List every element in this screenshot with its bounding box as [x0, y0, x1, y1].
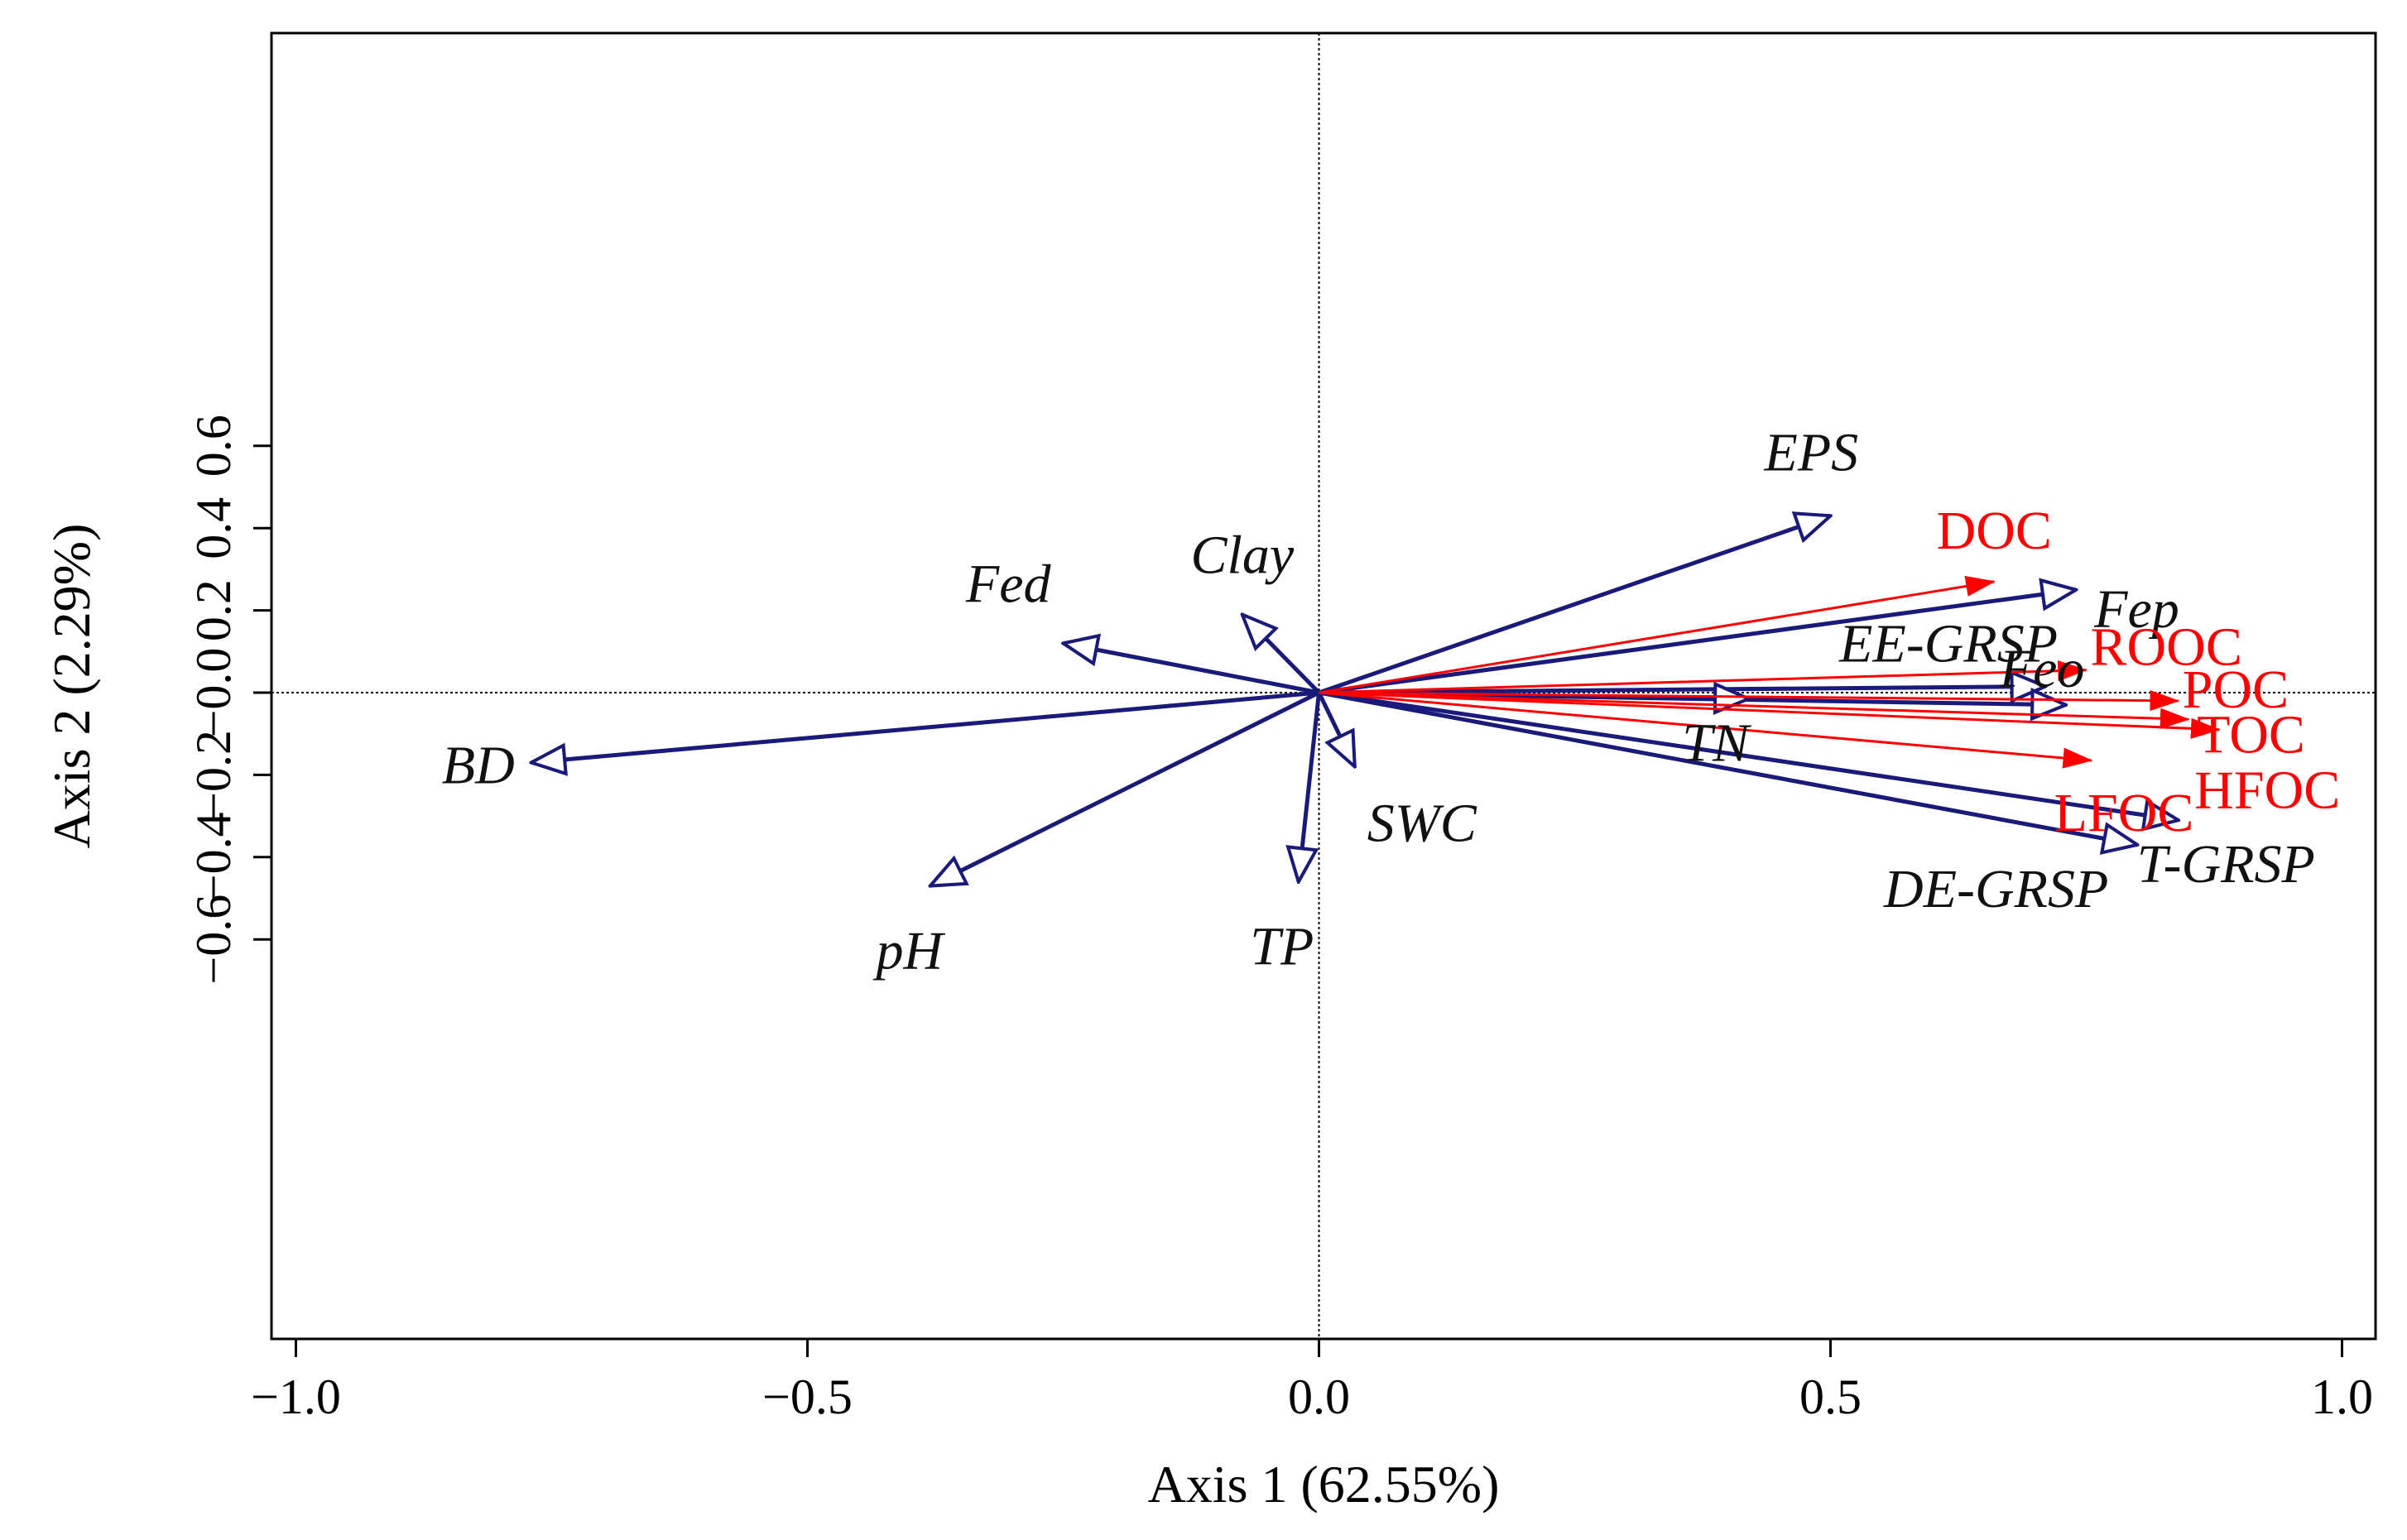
arrow-poc [1319, 690, 2180, 712]
y-tick-label: −0.2 [186, 730, 241, 820]
y-tick-label: 0.6 [186, 415, 241, 477]
arrow-tp [1299, 692, 1321, 882]
arrow-bd [531, 690, 1319, 762]
label-fep: Fep [2093, 579, 2179, 640]
label-tn: TN [1682, 712, 1752, 773]
arrow-ee-grsp [1319, 687, 2046, 693]
arrow-clay [1242, 615, 1321, 694]
label-eps: EPS [1764, 422, 1859, 482]
label-toc: TOC [2197, 704, 2305, 765]
arrow-hfoc [1319, 691, 2221, 739]
x-tick-label: 0.5 [1799, 1370, 1862, 1424]
y-tick-label: −0.0 [186, 648, 241, 738]
x-tick-label: −1.0 [251, 1370, 341, 1424]
x-tick-label: 1.0 [2311, 1370, 2373, 1424]
label-hfoc: HFOC [2194, 760, 2340, 821]
arrow-eps [1318, 516, 1831, 695]
axes: −1.0 −0.5 0.0 0.5 1.0 −0.6−0.4−0.2−0.0 0.2 0.4 0… [186, 31, 2377, 1424]
arrow-rooc [1319, 660, 2088, 694]
x-tick-label: −0.5 [762, 1370, 853, 1424]
arrow-ph [930, 690, 1320, 886]
plot-frame [270, 31, 2377, 1341]
label-clay: Clay [1190, 525, 1294, 586]
x-tick-label: 0.0 [1288, 1370, 1350, 1424]
arrow-t-grsp [1319, 690, 2179, 820]
arrow-toc [1319, 691, 2190, 729]
label-lfoc: LFOC [2054, 783, 2194, 843]
vectors [531, 516, 2221, 886]
arrow-fep [1319, 590, 2077, 695]
x-axis-title: Axis 1 (62.55%) [1148, 1455, 1500, 1514]
label-fed: Fed [965, 554, 1052, 614]
label-doc: DOC [1937, 501, 2052, 561]
label-t-grsp: T-GRSP [2137, 834, 2315, 895]
label-feo: Feo [1999, 639, 2085, 699]
y-tick-label: 0.2 [186, 579, 241, 641]
arrow-doc [1319, 575, 1996, 694]
label-swc: SWC [1367, 793, 1477, 853]
y-tick-label: −0.6 [186, 895, 241, 985]
y-tick-label: 0.4 [186, 497, 241, 559]
label-rooc: ROOC [2091, 617, 2242, 678]
label-de-grsp: DE-GRSP [1883, 859, 2108, 919]
label-ph: pH [872, 921, 945, 981]
arrow-swc [1317, 691, 1355, 766]
arrow-fed [1064, 643, 1319, 695]
y-tick-label: −0.4 [186, 812, 241, 902]
label-poc: POC [2183, 660, 2289, 720]
label-ee-grsp: EE-GRSP [1838, 614, 2058, 674]
y-axis-title: Axis 2 (2.29%) [42, 524, 101, 849]
arrow-lfoc [1319, 691, 2093, 769]
arrow-de-grsp [1319, 690, 2138, 845]
label-tp: TP [1250, 917, 1314, 977]
label-bd: BD [442, 735, 515, 795]
